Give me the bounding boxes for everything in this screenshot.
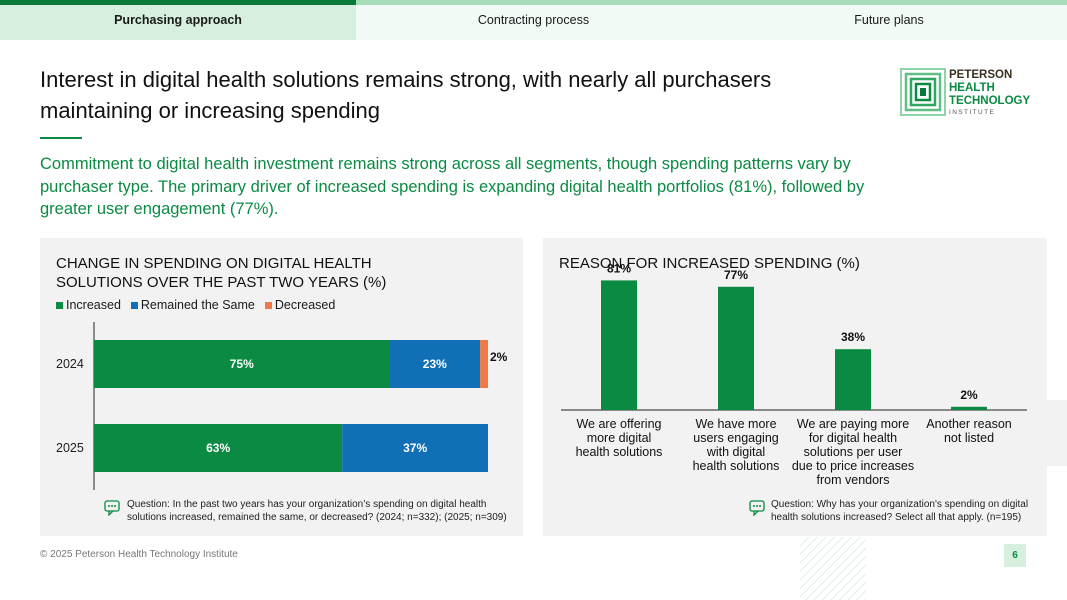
page-number: 6: [1004, 544, 1026, 567]
bar-remained-the-same: [342, 424, 488, 472]
category-label-line: more digital: [587, 431, 652, 445]
category-label-line: for digital health: [809, 431, 897, 445]
category-label-line: with digital: [706, 445, 765, 459]
bar-reason: [835, 349, 871, 410]
data-label: 23%: [423, 357, 447, 371]
tab-label: Contracting process: [477, 13, 590, 27]
bar-reason: [601, 280, 637, 410]
phti-logo: PETERSON HEALTH TECHNOLOGY INSTITUTE: [900, 68, 1040, 118]
decorative-hatch: [800, 537, 866, 600]
question-note: Question: In the past two years has your…: [127, 499, 507, 523]
legend-swatch: [130, 301, 138, 309]
category-label-line: Another reason: [926, 417, 1012, 431]
category-label: We are paying more for digital health solu…: [792, 417, 914, 487]
bar-increased: [94, 340, 390, 388]
data-label: 75%: [230, 357, 254, 371]
legend-swatch: [56, 301, 63, 309]
tab-indicator: [0, 0, 356, 5]
tab-future-plans[interactable]: Future plans: [711, 0, 1067, 40]
page-title: Interest in digital health solutions rem…: [40, 67, 772, 123]
logo-line: INSTITUTE: [949, 109, 996, 116]
copyright-footer: © 2025 Peterson Health Technology Instit…: [40, 549, 238, 560]
category-label: 2025: [56, 441, 84, 455]
legend-label: Remained the Same: [140, 298, 255, 312]
increase-reasons-chart: 81%We are offering more digital health sol…: [561, 261, 1027, 487]
title-divider: [40, 137, 82, 139]
category-label-line: We have more: [695, 417, 776, 431]
category-label-line: not listed: [944, 431, 994, 445]
tab-purchasing-approach[interactable]: Purchasing approach: [0, 0, 356, 40]
page-subtitle: Commitment to digital health investment …: [40, 155, 865, 218]
data-label: 38%: [841, 330, 865, 344]
question-note: Question: Why has your organization's sp…: [771, 499, 1029, 523]
chart-title: REASON FOR INCREASED SPENDING (%): [559, 255, 860, 272]
tab-label: Future plans: [854, 13, 924, 27]
bar-reason: [718, 286, 754, 410]
comment-icon: [749, 500, 765, 516]
category-label: Another reason not listed: [926, 417, 1012, 445]
category-label-line: from vendors: [817, 473, 890, 487]
category-label-line: We are offering: [576, 417, 661, 431]
spending-change-chart: 2024 75% 23% 2% 2025 63% 37%: [56, 322, 508, 490]
comment-icon: [104, 500, 120, 516]
legend-swatch: [264, 301, 272, 309]
bar-decreased: [480, 340, 488, 388]
category-label-line: users engaging: [693, 431, 779, 445]
data-label: 81%: [607, 261, 631, 275]
category-label-line: health solutions: [576, 445, 663, 459]
increase-reasons-panel: REASON FOR INCREASED SPENDING (%) 81% We …: [543, 238, 1047, 536]
data-label: 37%: [403, 441, 427, 455]
category-label-line: We are paying more: [797, 417, 909, 431]
category-label: 2024: [56, 357, 84, 371]
tab-indicator: [356, 0, 711, 5]
bar-increased: [94, 424, 343, 472]
category-label-line: due to price increases: [792, 459, 914, 473]
section-tabs: Purchasing approach Contracting process …: [0, 0, 1067, 40]
data-label: 2%: [960, 388, 978, 402]
legend-item-same: Remained the Same: [130, 298, 255, 312]
tab-indicator: [711, 0, 1067, 5]
logo-line: TECHNOLOGY: [949, 95, 1031, 107]
tab-label: Purchasing approach: [114, 13, 242, 27]
data-label: 2%: [490, 350, 508, 364]
tab-contracting-process[interactable]: Contracting process: [356, 0, 711, 40]
category-label: We are offering more digital health soluti…: [576, 417, 663, 459]
legend-label: Increased: [66, 298, 121, 312]
spending-change-panel: CHANGE IN SPENDING ON DIGITAL HEALTH SOL…: [40, 238, 523, 536]
legend-label: Decreased: [274, 298, 336, 312]
data-label: 63%: [206, 441, 230, 455]
bar-remained-the-same: [389, 340, 481, 388]
chart-legend: Increased Remained the Same Decreased: [56, 298, 335, 312]
legend-item-decreased: Decreased: [264, 298, 336, 312]
logo-line: PETERSON: [949, 69, 1013, 81]
side-scroll-tab[interactable]: [1047, 400, 1067, 466]
logo-mark-icon: [900, 68, 946, 116]
logo-line: HEALTH: [949, 82, 995, 94]
category-label: We have more users engaging with digital he…: [693, 417, 780, 473]
category-label-line: solutions per user: [804, 445, 903, 459]
logo-wordmark: PETERSON HEALTH TECHNOLOGY INSTITUTE: [949, 69, 1030, 117]
legend-item-increased: Increased: [56, 298, 121, 312]
category-label-line: health solutions: [693, 459, 780, 473]
data-label: 77%: [724, 268, 748, 282]
chart-title: CHANGE IN SPENDING ON DIGITAL HEALTH SOL…: [56, 255, 387, 291]
bar-reason: [951, 406, 987, 410]
